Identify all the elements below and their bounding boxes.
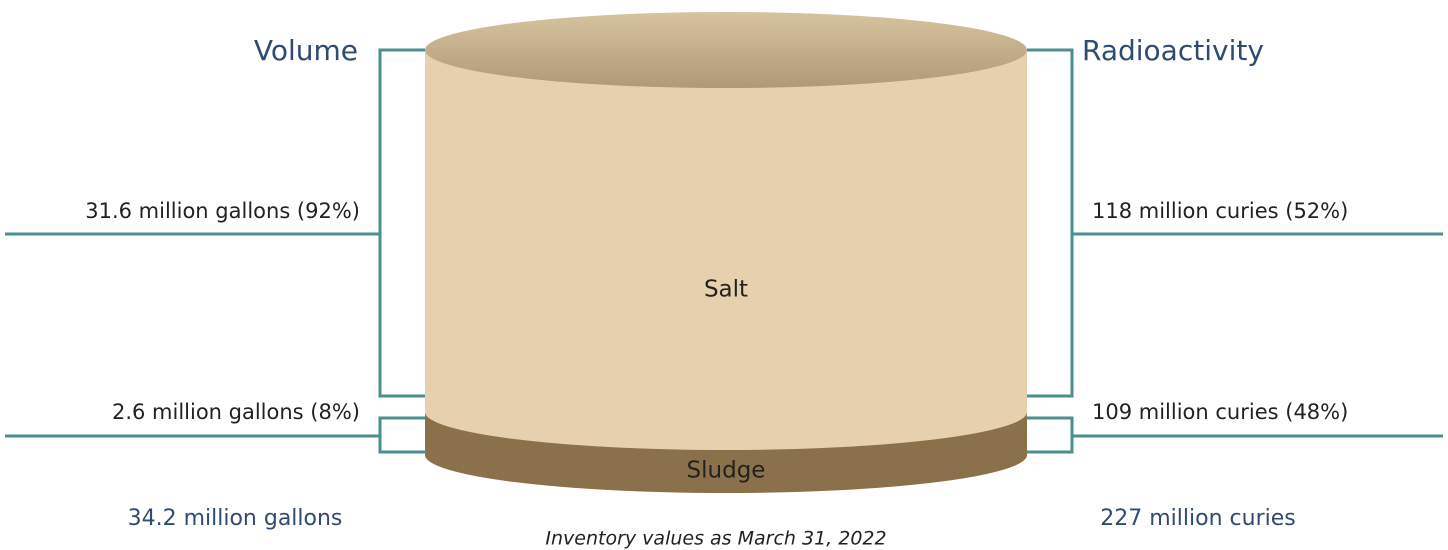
volume-total: 34.2 million gallons xyxy=(128,506,343,531)
radioactivity-total: 227 million curies xyxy=(1100,506,1295,531)
radioactivity-sludge: 109 million curies (48%) xyxy=(1092,400,1348,424)
volume-salt-bracket xyxy=(5,50,425,396)
volume-heading: Volume xyxy=(254,34,358,67)
diagram: Volume Radioactivity 31.6 million gallon… xyxy=(0,0,1448,550)
radioactivity-salt: 118 million curies (52%) xyxy=(1092,199,1348,223)
footnote: Inventory values as March 31, 2022 xyxy=(545,528,886,550)
salt-label: Salt xyxy=(704,277,748,303)
radioactivity-heading: Radioactivity xyxy=(1082,34,1264,67)
sludge-label: Sludge xyxy=(687,458,766,484)
volume-sludge: 2.6 million gallons (8%) xyxy=(112,400,360,424)
volume-salt: 31.6 million gallons (92%) xyxy=(85,199,360,223)
cylinder-top xyxy=(425,12,1027,88)
salt-layer xyxy=(425,50,1027,450)
radioactivity-salt-bracket xyxy=(1027,50,1443,396)
